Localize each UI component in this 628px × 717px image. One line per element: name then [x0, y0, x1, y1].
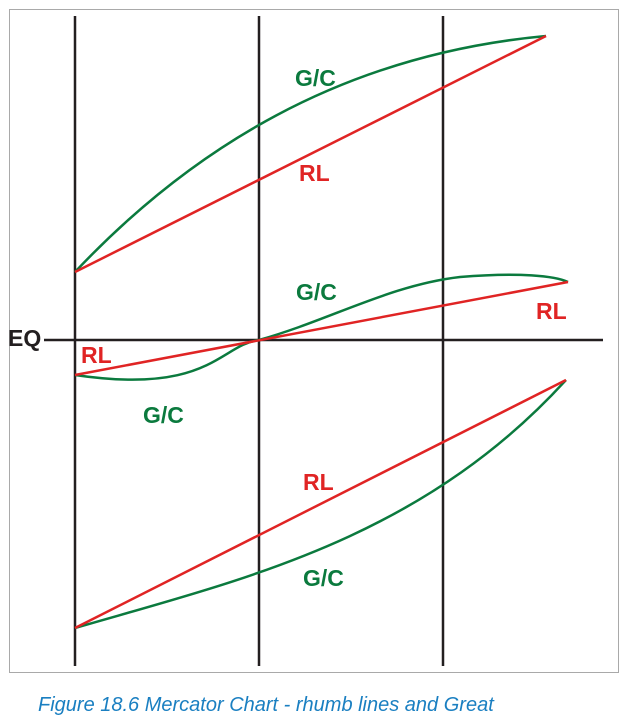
figure-frame	[9, 9, 619, 673]
rhumb-line-middle	[74, 280, 569, 377]
mercator-chart-diagram: EQ G/C RL G/C RL RL G/C RL G/C	[8, 16, 603, 666]
equator-label: EQ	[8, 325, 41, 351]
great-circle-top	[74, 34, 547, 273]
rhumb-line-top	[74, 34, 547, 274]
great-circle-middle	[74, 273, 569, 381]
rhumb-line-bottom	[74, 378, 567, 630]
figure-caption: Figure 18.6 Mercator Chart - rhumb lines…	[38, 694, 494, 716]
great-circle-bottom	[74, 379, 567, 630]
gc-label-middle-lower: G/C	[143, 402, 184, 428]
rl-label-top: RL	[299, 160, 330, 186]
rl-label-bottom: RL	[303, 469, 334, 495]
rl-label-middle-right: RL	[536, 298, 567, 324]
gc-label-top: G/C	[295, 65, 336, 91]
gc-label-middle-upper: G/C	[296, 279, 337, 305]
gc-label-bottom: G/C	[303, 565, 344, 591]
rl-label-middle-left: RL	[81, 342, 112, 368]
